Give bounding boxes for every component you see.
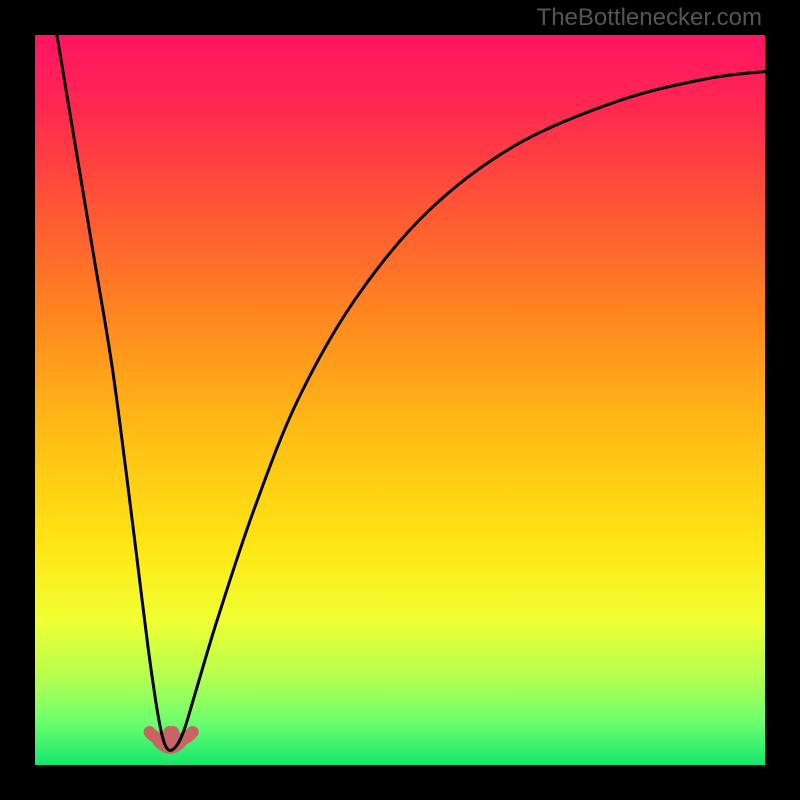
curve-layer (35, 35, 765, 765)
chart-root: TheBottlenecker.com (0, 0, 800, 800)
dip-marker-cluster (150, 732, 193, 748)
plot-area (35, 35, 765, 765)
bottleneck-curve (57, 35, 765, 750)
watermark-text: TheBottlenecker.com (537, 4, 762, 32)
